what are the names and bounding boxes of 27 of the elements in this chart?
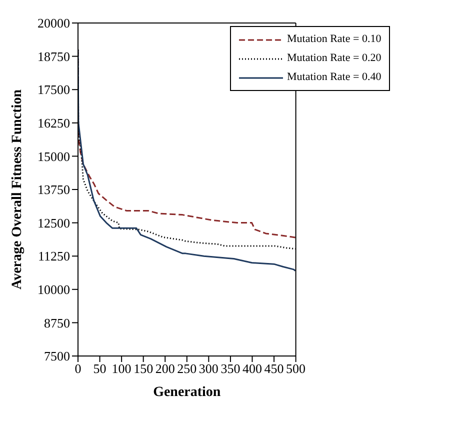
x-tick-label: 350 — [220, 361, 240, 376]
x-tick-label: 300 — [198, 361, 218, 376]
y-tick-label: 18750 — [38, 48, 70, 64]
legend-label: Mutation Rate = 0.40 — [287, 70, 382, 85]
x-tick-label: 50 — [93, 361, 106, 376]
x-tick-label: 400 — [242, 361, 262, 376]
x-axis-title: Generation — [153, 385, 221, 400]
y-tick-label: 20000 — [38, 16, 70, 31]
x-tick-label: 100 — [112, 361, 132, 376]
legend-label: Mutation Rate = 0.20 — [287, 51, 382, 66]
y-axis-title: Average Overall Fitness Function — [10, 89, 25, 290]
x-tick-label: 200 — [155, 361, 175, 376]
y-tick-label: 17500 — [38, 82, 70, 98]
x-tick-label: 500 — [286, 361, 306, 376]
y-tick-label: 16250 — [38, 116, 70, 131]
legend-label: Mutation Rate = 0.10 — [287, 32, 382, 47]
y-tick-label: 10000 — [38, 282, 70, 298]
x-tick-label: 250 — [177, 361, 197, 376]
x-tick-label: 450 — [264, 361, 284, 376]
y-tick-label: 7500 — [44, 348, 70, 364]
y-tick-label: 12500 — [38, 215, 70, 230]
x-tick-label: 0 — [74, 361, 82, 376]
y-tick-label: 11250 — [38, 248, 70, 264]
x-tick-label: 150 — [134, 361, 154, 376]
y-tick-label: 13750 — [38, 182, 70, 198]
y-tick-label: 8750 — [44, 315, 70, 330]
y-tick-label: 15000 — [38, 148, 70, 164]
